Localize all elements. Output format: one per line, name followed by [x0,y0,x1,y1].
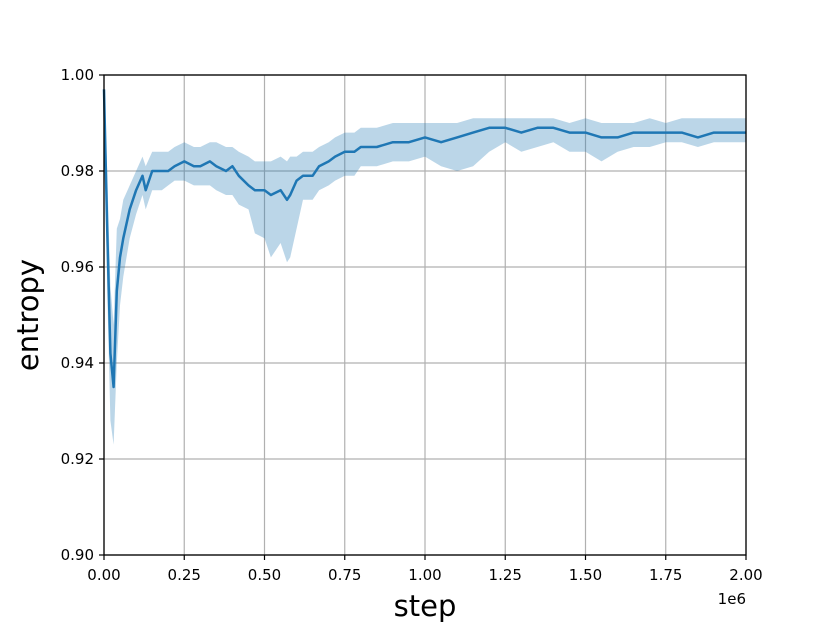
y-tick-label: 0.94 [61,354,94,372]
y-tick-label: 1.00 [61,66,94,84]
x-tick-label: 1.25 [489,566,522,584]
y-axis-label: entropy [11,259,45,371]
x-tick-label: 1.00 [408,566,441,584]
plot-area [102,84,746,445]
x-axis-label: step [394,589,457,623]
x-tick-label: 0.50 [248,566,281,584]
x-tick-label: 0.75 [328,566,361,584]
y-axis-ticks: 0.90 0.92 0.94 0.96 0.98 1.00 [61,66,104,564]
std-band [104,84,746,445]
y-tick-label: 0.96 [61,258,94,276]
x-axis-offset-label: 1e6 [718,590,746,608]
y-tick-label: 0.98 [61,162,94,180]
x-axis-ticks: 0.00 0.25 0.50 0.75 1.00 1.25 1.50 1.75 2.00 [87,555,763,584]
x-tick-label: 2.00 [729,566,762,584]
x-tick-label: 1.50 [569,566,602,584]
x-tick-label: 0.25 [168,566,201,584]
mean-line [102,89,746,389]
grid [103,74,747,556]
x-tick-label: 1.75 [649,566,682,584]
x-tick-label: 0.00 [87,566,120,584]
y-tick-label: 0.90 [61,546,94,564]
y-tick-label: 0.92 [61,450,94,468]
